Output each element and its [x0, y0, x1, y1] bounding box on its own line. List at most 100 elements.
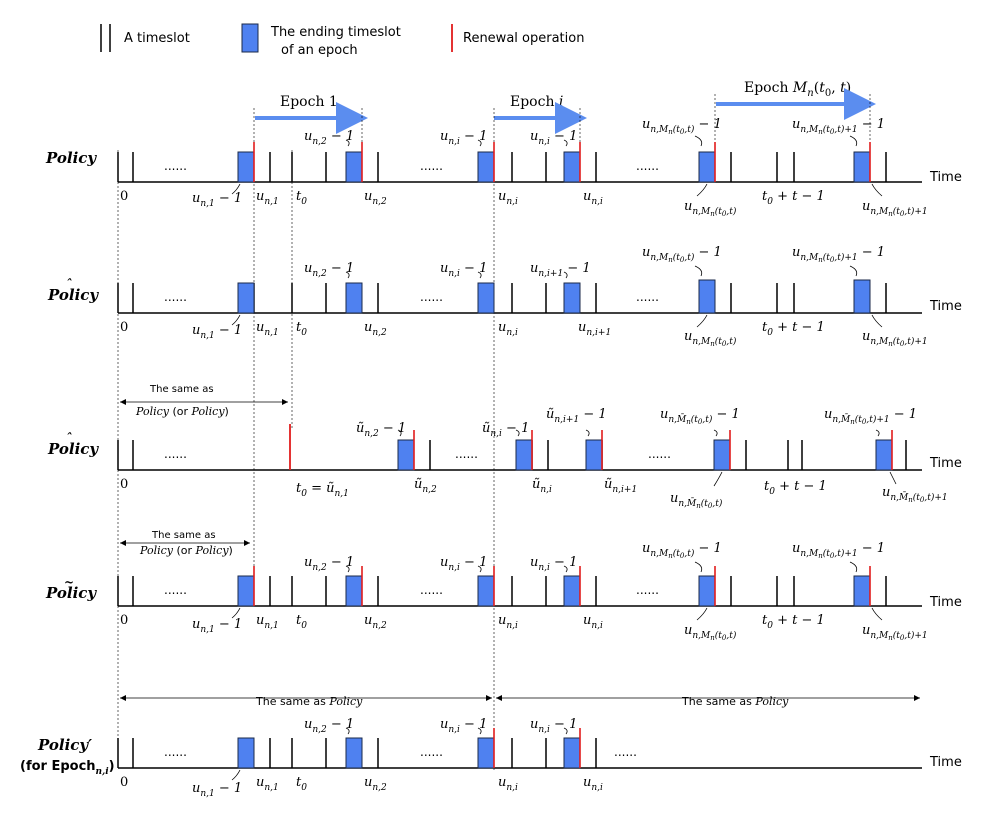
- p2-label-unM: un,Mn(t0,t): [684, 329, 737, 348]
- legend-ending-block-icon: [241, 23, 259, 53]
- epoch-i-label: Epoch i: [510, 94, 563, 110]
- policy-2-dots-1: ......: [164, 290, 187, 304]
- p4-label-unM1: un,Mn(t0,t)+1: [862, 623, 928, 642]
- policy-5-note-suffix: ): [109, 759, 115, 774]
- p3-label-unM: un,M̄n(t0,t): [670, 491, 723, 510]
- p5-label-t0: t0: [296, 775, 307, 793]
- p2-label-unM-1: un,Mn(t0,t) − 1: [642, 245, 722, 264]
- policy-4-name: Policy: [45, 584, 97, 602]
- p4-label-uni-a: un,i: [498, 613, 518, 631]
- p5-right-same-as-policy: Policy: [754, 695, 789, 708]
- p1-label-un2-1: un,2 − 1: [304, 129, 354, 147]
- p2-label-un2-1: un,2 − 1: [304, 261, 354, 279]
- policy-5-dots-1: ......: [164, 745, 187, 759]
- policy-5-dots-3: ......: [614, 745, 637, 759]
- p4-label-t0: t0: [296, 613, 307, 631]
- row-policy-2: Policy ˆ Time ...... ...... ...... un,2 …: [47, 245, 962, 348]
- policy-1-dots-1: ......: [164, 159, 187, 173]
- p5-label-uni-1a: un,i − 1: [440, 717, 487, 735]
- row-policy-4: The same as Policy (or Policy) Policy ~ …: [45, 530, 962, 642]
- policy-1-blocks: [237, 142, 871, 183]
- p5-label-un2-1: un,2 − 1: [304, 717, 354, 735]
- epoch-arrows: Epoch 1 Epoch i Epoch Mn(t0, t): [255, 80, 876, 134]
- p2-label-un1-1: un,1 − 1: [192, 323, 242, 341]
- p4-same-as-line2: Policy (or Policy): [139, 544, 233, 557]
- p4-label-uni-1a: un,i − 1: [440, 555, 487, 573]
- p3-label-unM-1: un,M̄n(t0,t) − 1: [660, 407, 740, 426]
- policy-4-dots-2: ......: [420, 583, 443, 597]
- p2-label-un1: un,1: [256, 320, 279, 338]
- p2-label-uni1-1: un,i+1 − 1: [530, 261, 591, 279]
- p3-same-as-c: Policy: [191, 405, 226, 418]
- p3-label-tun2: ũn,2: [414, 477, 437, 495]
- p4-label-un1-1: un,1 − 1: [192, 617, 242, 635]
- policy-5-name: Policy′: [37, 736, 92, 754]
- p4-label-unM: un,Mn(t0,t): [684, 623, 737, 642]
- policy-3-dots-2: ......: [455, 447, 478, 461]
- row-policy-3: The same as Policy (or Policy) Policy ˆ …: [47, 384, 962, 510]
- policy-4-timeslots: [117, 576, 887, 606]
- epoch-1-label: Epoch 1: [280, 94, 338, 110]
- p1-label-t0: t0: [296, 189, 307, 207]
- p2-label-uni-1: un,i − 1: [440, 261, 487, 279]
- p2-label-unM1: un,Mn(t0,t)+1: [862, 329, 928, 348]
- policy-3-blocks: [397, 430, 893, 471]
- policy-5-blocks: [237, 728, 581, 769]
- p4-same-as-a: Policy: [139, 544, 174, 557]
- policy-1-name: Policy: [45, 149, 97, 167]
- p2-label-zero: 0: [120, 320, 128, 335]
- policy-4-blocks: [237, 566, 871, 607]
- p4-same-as-b: (or: [173, 544, 196, 557]
- p5-label-un2: un,2: [364, 775, 387, 793]
- p3-same-as-a: Policy: [135, 405, 170, 418]
- p4-same-as-c: Policy: [195, 544, 230, 557]
- legend-timeslot-label: A timeslot: [124, 31, 190, 46]
- policy-5-prime: ′: [88, 736, 92, 754]
- p4-label-unM1-1: un,Mn(t0,t)+1 − 1: [792, 541, 885, 560]
- policy-3-time-label: Time: [929, 456, 962, 471]
- p4-label-un2-1: un,2 − 1: [304, 555, 354, 573]
- p1-label-uni-a: un,i: [498, 189, 518, 207]
- policy-4-time-label: Time: [929, 595, 962, 610]
- policy-5-note-prefix: (for Epoch: [20, 759, 96, 774]
- policy-3-timeslots: [117, 440, 907, 470]
- p1-label-un2: un,2: [364, 189, 387, 207]
- policy-2-hat: ˆ: [66, 277, 72, 291]
- policy-3-hat: ˆ: [66, 431, 72, 445]
- row-policy-1: Policy Time ...... ...... ...... un,2 − …: [45, 117, 962, 218]
- p3-label-zero: 0: [120, 477, 128, 492]
- p3-same-as-line1: The same as: [149, 384, 214, 395]
- policy-1-dots-3: ......: [636, 159, 659, 173]
- p2-label-uni: un,i: [498, 320, 518, 338]
- policy-4-tilde: ~: [64, 575, 74, 589]
- policy-1-dots-2: ......: [420, 159, 443, 173]
- p5-left-same-as-policy: Policy: [328, 695, 363, 708]
- p5-label-zero: 0: [120, 775, 128, 790]
- p5-label-uni-a: un,i: [498, 775, 518, 793]
- p1-label-unM1: un,Mn(t0,t)+1: [862, 199, 928, 218]
- legend: A timeslot The ending timeslot of an epo…: [100, 23, 584, 58]
- p2-label-unM1-1: un,Mn(t0,t)+1 − 1: [792, 245, 885, 264]
- p1-label-un1-1: un,1 − 1: [192, 191, 242, 209]
- p1-label-unM-1: un,Mn(t0,t) − 1: [642, 117, 722, 136]
- policy-3-dots-1: ......: [164, 447, 187, 461]
- p3-same-as-d: ): [225, 405, 229, 418]
- p1-label-zero: 0: [120, 189, 128, 204]
- p1-label-uni-1a: un,i − 1: [440, 129, 487, 147]
- p3-same-as-line2: Policy (or Policy): [135, 405, 229, 418]
- row-policy-5: The same as Policy The same as Policy Po…: [20, 695, 962, 799]
- policy-1-timeslots: [117, 152, 887, 182]
- p1-label-un1: un,1: [256, 189, 279, 207]
- policy-5-name-text: Policy: [37, 736, 89, 754]
- policy-2-timeslots: [117, 283, 887, 313]
- epoch-m-label: Epoch Mn(t0, t): [744, 80, 851, 99]
- policy-2-time-label: Time: [929, 299, 962, 314]
- p1-label-unM: un,Mn(t0,t): [684, 199, 737, 218]
- policy-2-dots-3: ......: [636, 290, 659, 304]
- leader-ticks: [231, 135, 897, 781]
- p1-label-t0-plus: t0 + t − 1: [762, 189, 825, 207]
- policy-5-time-label: Time: [929, 755, 962, 770]
- p3-label-unM1-1: un,M̄n(t0,t)+1 − 1: [824, 407, 917, 426]
- policy-3-name: Policy: [47, 440, 99, 458]
